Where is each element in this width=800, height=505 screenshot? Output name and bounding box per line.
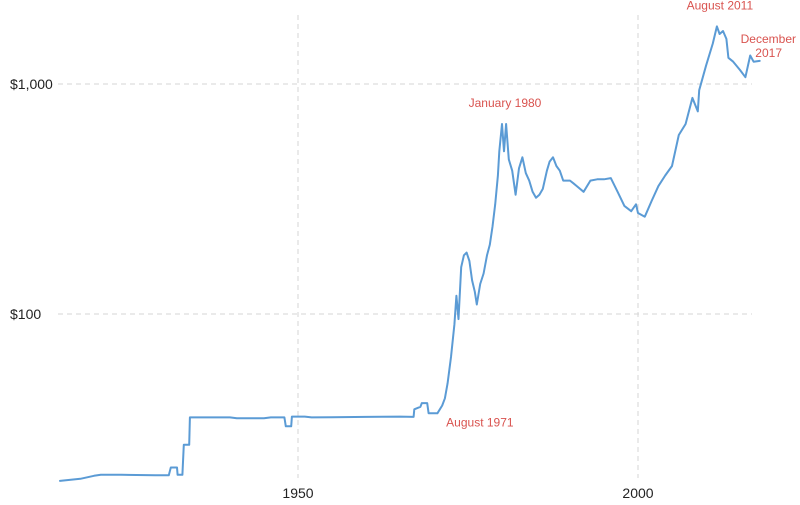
annotation-label: 2017 — [755, 46, 782, 60]
y-tick-label: $100 — [10, 306, 41, 322]
x-tick-label: 2000 — [622, 485, 653, 501]
grid-lines — [58, 15, 752, 478]
annotation-label: January 1980 — [469, 96, 542, 110]
y-tick-label: $1,000 — [10, 76, 53, 92]
axis-ticks: $100 $1,000 1950 2000 — [10, 76, 654, 501]
annotation-label: August 1971 — [446, 415, 514, 429]
annotation-label: August 2011 — [687, 0, 754, 12]
x-tick-label: 1950 — [282, 485, 313, 501]
gold-price-line — [59, 25, 761, 482]
annotation-label: December — [741, 32, 796, 46]
annotations: August 1971 January 1980 August 2011 Decemb… — [446, 0, 796, 429]
